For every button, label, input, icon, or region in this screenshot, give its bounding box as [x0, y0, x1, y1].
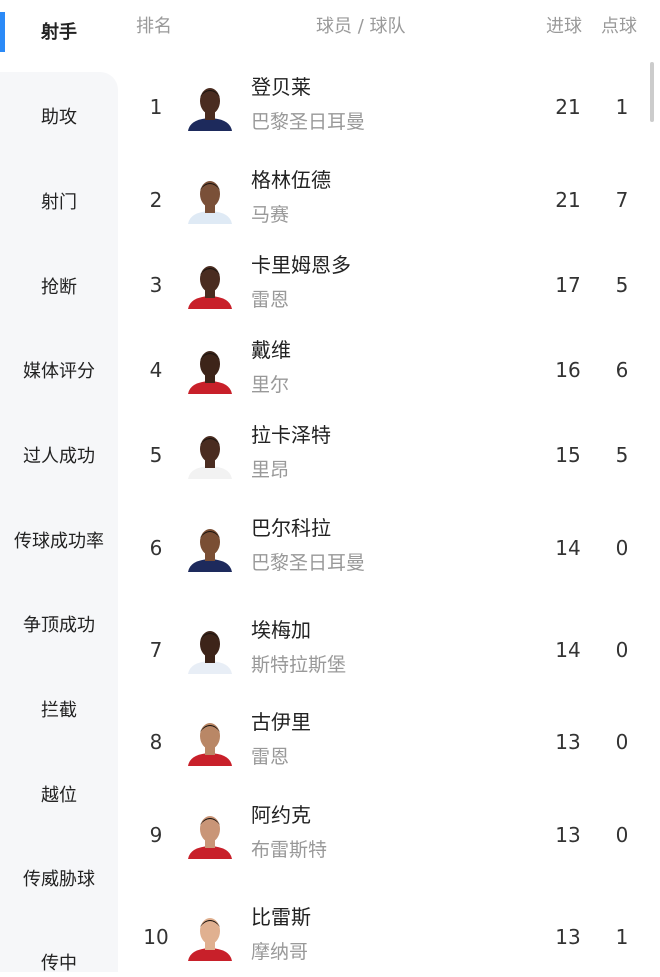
player-name[interactable]: 卡里姆恩多 [251, 253, 351, 277]
rank: 5 [149, 443, 163, 467]
table-row[interactable]: 5 拉卡泽特 里昂 15 5 [118, 415, 660, 495]
table-row[interactable]: 9 阿约克 布雷斯特 13 0 [118, 795, 660, 875]
header-player-team: 球员 / 球队 [316, 16, 406, 37]
scrollbar[interactable] [650, 62, 654, 122]
penalties: 5 [615, 443, 629, 467]
sidebar-background [0, 72, 118, 972]
team-name[interactable]: 雷恩 [251, 289, 290, 311]
sidebar-item[interactable]: 射门 [41, 192, 77, 213]
sidebar-item[interactable]: 抢断 [41, 277, 77, 298]
table-row[interactable]: 6 巴尔科拉 巴黎圣日耳曼 14 0 [118, 508, 660, 588]
rank: 1 [149, 95, 163, 119]
sidebar-item[interactable]: 过人成功 [23, 446, 95, 467]
rank: 3 [149, 273, 163, 297]
player-avatar [188, 436, 232, 479]
player-avatar [188, 266, 232, 309]
table-row[interactable]: 2 格林伍德 马赛 21 7 [118, 160, 660, 240]
team-name[interactable]: 巴黎圣日耳曼 [251, 111, 366, 133]
penalties: 5 [615, 273, 629, 297]
team-name[interactable]: 马赛 [251, 204, 290, 226]
goals: 17 [555, 273, 581, 297]
goals: 16 [555, 358, 581, 382]
player-avatar [188, 351, 232, 394]
goals: 14 [555, 536, 581, 560]
sidebar-item[interactable]: 助攻 [41, 107, 77, 128]
category-sidebar: 射手助攻射门抢断媒体评分过人成功传球成功率争顶成功拦截越位传威胁球传中 [0, 0, 118, 974]
rank: 9 [149, 823, 163, 847]
sidebar-item[interactable]: 越位 [41, 785, 77, 806]
goals: 13 [555, 823, 581, 847]
player-name[interactable]: 登贝莱 [251, 75, 311, 99]
goals: 13 [555, 925, 581, 949]
rank: 2 [149, 188, 163, 212]
penalties: 0 [615, 536, 629, 560]
penalties: 7 [615, 188, 629, 212]
header-penalties[interactable]: 点球 [601, 16, 637, 37]
sidebar-item[interactable]: 射手 [41, 22, 77, 43]
player-name[interactable]: 比雷斯 [251, 905, 311, 929]
penalties: 0 [615, 638, 629, 662]
player-avatar [188, 181, 232, 224]
rank: 8 [149, 730, 163, 754]
team-name[interactable]: 巴黎圣日耳曼 [251, 552, 366, 574]
player-avatar [188, 631, 232, 674]
table-row[interactable]: 8 古伊里 雷恩 13 0 [118, 702, 660, 782]
sidebar-item[interactable]: 传中 [41, 953, 77, 974]
penalties: 0 [615, 730, 629, 754]
team-name[interactable]: 里昂 [251, 459, 290, 481]
rank: 6 [149, 536, 163, 560]
table-row[interactable]: 7 埃梅加 斯特拉斯堡 14 0 [118, 610, 660, 690]
table-row[interactable]: 4 戴维 里尔 16 6 [118, 330, 660, 410]
goals: 21 [555, 95, 581, 119]
player-name[interactable]: 戴维 [251, 338, 291, 362]
goals: 15 [555, 443, 581, 467]
penalties: 6 [615, 358, 629, 382]
penalties: 1 [615, 95, 629, 119]
header-goals[interactable]: 进球 [546, 16, 582, 37]
player-name[interactable]: 古伊里 [251, 710, 311, 734]
goals: 13 [555, 730, 581, 754]
team-name[interactable]: 雷恩 [251, 746, 290, 768]
player-name[interactable]: 格林伍德 [251, 168, 331, 192]
sidebar-item[interactable]: 传球成功率 [14, 531, 104, 552]
header-rank: 排名 [136, 16, 172, 37]
rank: 4 [149, 358, 163, 382]
goals: 21 [555, 188, 581, 212]
player-avatar [188, 88, 232, 131]
sidebar-item[interactable]: 争顶成功 [23, 615, 95, 636]
sidebar-item[interactable]: 拦截 [41, 700, 77, 721]
player-name[interactable]: 拉卡泽特 [251, 423, 331, 447]
sidebar-item[interactable]: 媒体评分 [23, 361, 95, 382]
player-avatar [188, 723, 232, 766]
team-name[interactable]: 斯特拉斯堡 [251, 654, 347, 676]
penalties: 0 [615, 823, 629, 847]
team-name[interactable]: 里尔 [251, 374, 290, 396]
player-avatar [188, 816, 232, 859]
player-name[interactable]: 阿约克 [251, 803, 311, 827]
player-name[interactable]: 巴尔科拉 [251, 516, 331, 540]
team-name[interactable]: 摩纳哥 [251, 941, 309, 963]
player-name[interactable]: 埃梅加 [251, 618, 311, 642]
active-indicator [0, 12, 5, 52]
player-avatar [188, 529, 232, 572]
table-row[interactable]: 10 比雷斯 摩纳哥 13 1 [118, 897, 660, 977]
player-avatar [188, 918, 232, 961]
penalties: 1 [615, 925, 629, 949]
table-row[interactable]: 1 登贝莱 巴黎圣日耳曼 21 1 [118, 67, 660, 147]
rank: 10 [143, 925, 169, 949]
rank: 7 [149, 638, 163, 662]
table-row[interactable]: 3 卡里姆恩多 雷恩 17 5 [118, 245, 660, 325]
goals: 14 [555, 638, 581, 662]
team-name[interactable]: 布雷斯特 [251, 839, 328, 861]
sidebar-item[interactable]: 传威胁球 [23, 869, 95, 890]
